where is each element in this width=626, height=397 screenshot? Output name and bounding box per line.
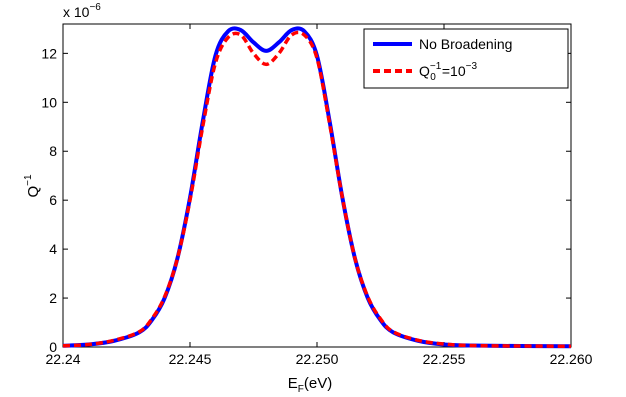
y-tick-label: 6 [49, 192, 57, 208]
x-tick-label: 22.255 [423, 351, 466, 367]
y-tick-label: 8 [49, 143, 57, 159]
legend-label-broadened: Q−1 0 =10−3 [419, 61, 477, 83]
series-broadened-line [62, 30, 572, 349]
x-tick-label: 22.250 [296, 351, 339, 367]
x-axis-ticks: 22.24 22.245 22.250 22.255 22.260 [45, 24, 593, 367]
x-tick-label: 22.245 [169, 351, 212, 367]
legend-box [363, 28, 569, 89]
x-tick-label: 22.260 [550, 351, 593, 367]
x-axis-label: EF(eV) [288, 375, 332, 395]
y-axis-label: Q−1 [23, 174, 42, 198]
y-tick-label: 10 [41, 94, 57, 110]
y-tick-label: 0 [49, 339, 57, 355]
y-tick-label: 4 [49, 241, 57, 257]
legend: No Broadening Q−1 0 =10−3 [363, 28, 569, 89]
legend-label-no-broadening: No Broadening [419, 36, 512, 52]
x-tick-label: 22.24 [45, 351, 80, 367]
series-layer [62, 26, 572, 349]
y-tick-label: 12 [41, 45, 57, 61]
y-tick-label: 2 [49, 290, 57, 306]
y-axis-multiplier: x 10−6 [63, 2, 101, 20]
